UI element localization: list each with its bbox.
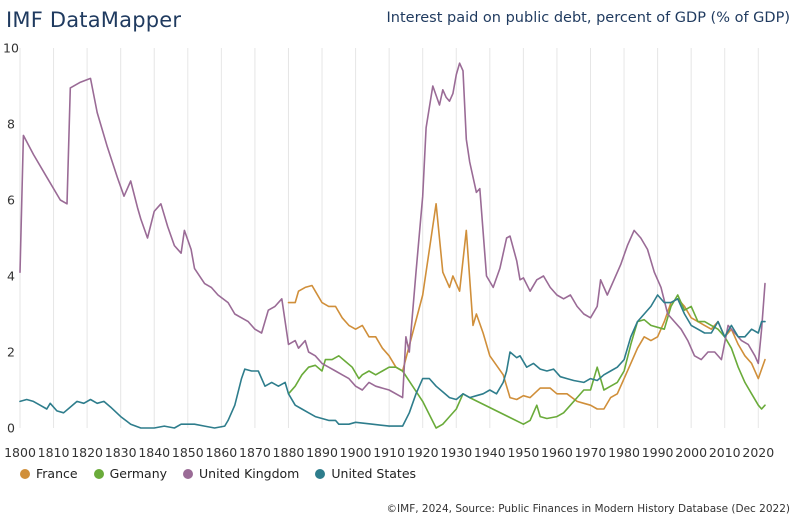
legend-item-united-states[interactable]: United States bbox=[315, 466, 416, 481]
x-tick-label: 1950 bbox=[507, 445, 539, 460]
x-tick-label: 1980 bbox=[608, 445, 640, 460]
source-footer: ©IMF, 2024, Source: Public Finances in M… bbox=[386, 503, 790, 515]
x-tick-label: 1970 bbox=[575, 445, 607, 460]
series-line-united-states bbox=[19, 294, 766, 429]
x-tick-label: 1800 bbox=[4, 445, 36, 460]
x-tick-label: 1820 bbox=[71, 445, 103, 460]
legend-item-france[interactable]: France bbox=[20, 466, 78, 481]
y-tick-label: 8 bbox=[7, 117, 15, 132]
x-tick-label: 1920 bbox=[407, 445, 439, 460]
legend: France Germany United Kingdom United Sta… bbox=[20, 466, 416, 481]
legend-item-germany[interactable]: Germany bbox=[93, 466, 168, 481]
legend-item-united-kingdom[interactable]: United Kingdom bbox=[183, 466, 299, 481]
x-tick-label: 1880 bbox=[273, 445, 305, 460]
x-tick-label: 2010 bbox=[709, 445, 741, 460]
legend-label-france: France bbox=[36, 466, 78, 481]
brand-title: IMF DataMapper bbox=[6, 8, 182, 32]
x-tick-label: 2020 bbox=[742, 445, 774, 460]
y-tick-label: 0 bbox=[7, 421, 15, 436]
x-tick-label: 2000 bbox=[675, 445, 707, 460]
legend-swatch-united-states bbox=[315, 468, 326, 479]
x-tick-label: 1850 bbox=[172, 445, 204, 460]
x-tick-label: 1860 bbox=[205, 445, 237, 460]
x-tick-label: 1870 bbox=[239, 445, 271, 460]
x-tick-label: 1830 bbox=[105, 445, 137, 460]
y-tick-label: 4 bbox=[7, 269, 15, 284]
series-line-france bbox=[287, 203, 766, 410]
x-tick-label: 1840 bbox=[138, 445, 170, 460]
x-tick-label: 1810 bbox=[38, 445, 70, 460]
legend-swatch-france bbox=[20, 468, 30, 479]
series-line-united-kingdom bbox=[19, 62, 766, 399]
x-tick-label: 1990 bbox=[642, 445, 674, 460]
legend-label-germany: Germany bbox=[109, 466, 168, 481]
y-tick-label: 2 bbox=[7, 345, 15, 360]
legend-swatch-germany bbox=[93, 468, 104, 479]
x-tick-label: 1910 bbox=[373, 445, 405, 460]
x-tick-label: 1940 bbox=[474, 445, 506, 460]
x-tick-label: 1930 bbox=[440, 445, 472, 460]
x-tick-label: 1960 bbox=[541, 445, 573, 460]
x-tick-label: 1890 bbox=[306, 445, 338, 460]
legend-swatch-united-kingdom bbox=[183, 468, 194, 479]
y-tick-label: 10 bbox=[3, 41, 19, 56]
y-tick-label: 6 bbox=[7, 193, 15, 208]
line-chart: 1800 1810 1820 1830 1840 1850 1860 1870 1880 1890… bbox=[3, 41, 774, 461]
series-line-germany bbox=[287, 294, 766, 429]
x-tick-label: 1900 bbox=[340, 445, 372, 460]
legend-label-united-kingdom: United Kingdom bbox=[199, 466, 300, 481]
chart-title: Interest paid on public debt, percent of… bbox=[386, 10, 790, 26]
legend-label-united-states: United States bbox=[331, 466, 417, 481]
